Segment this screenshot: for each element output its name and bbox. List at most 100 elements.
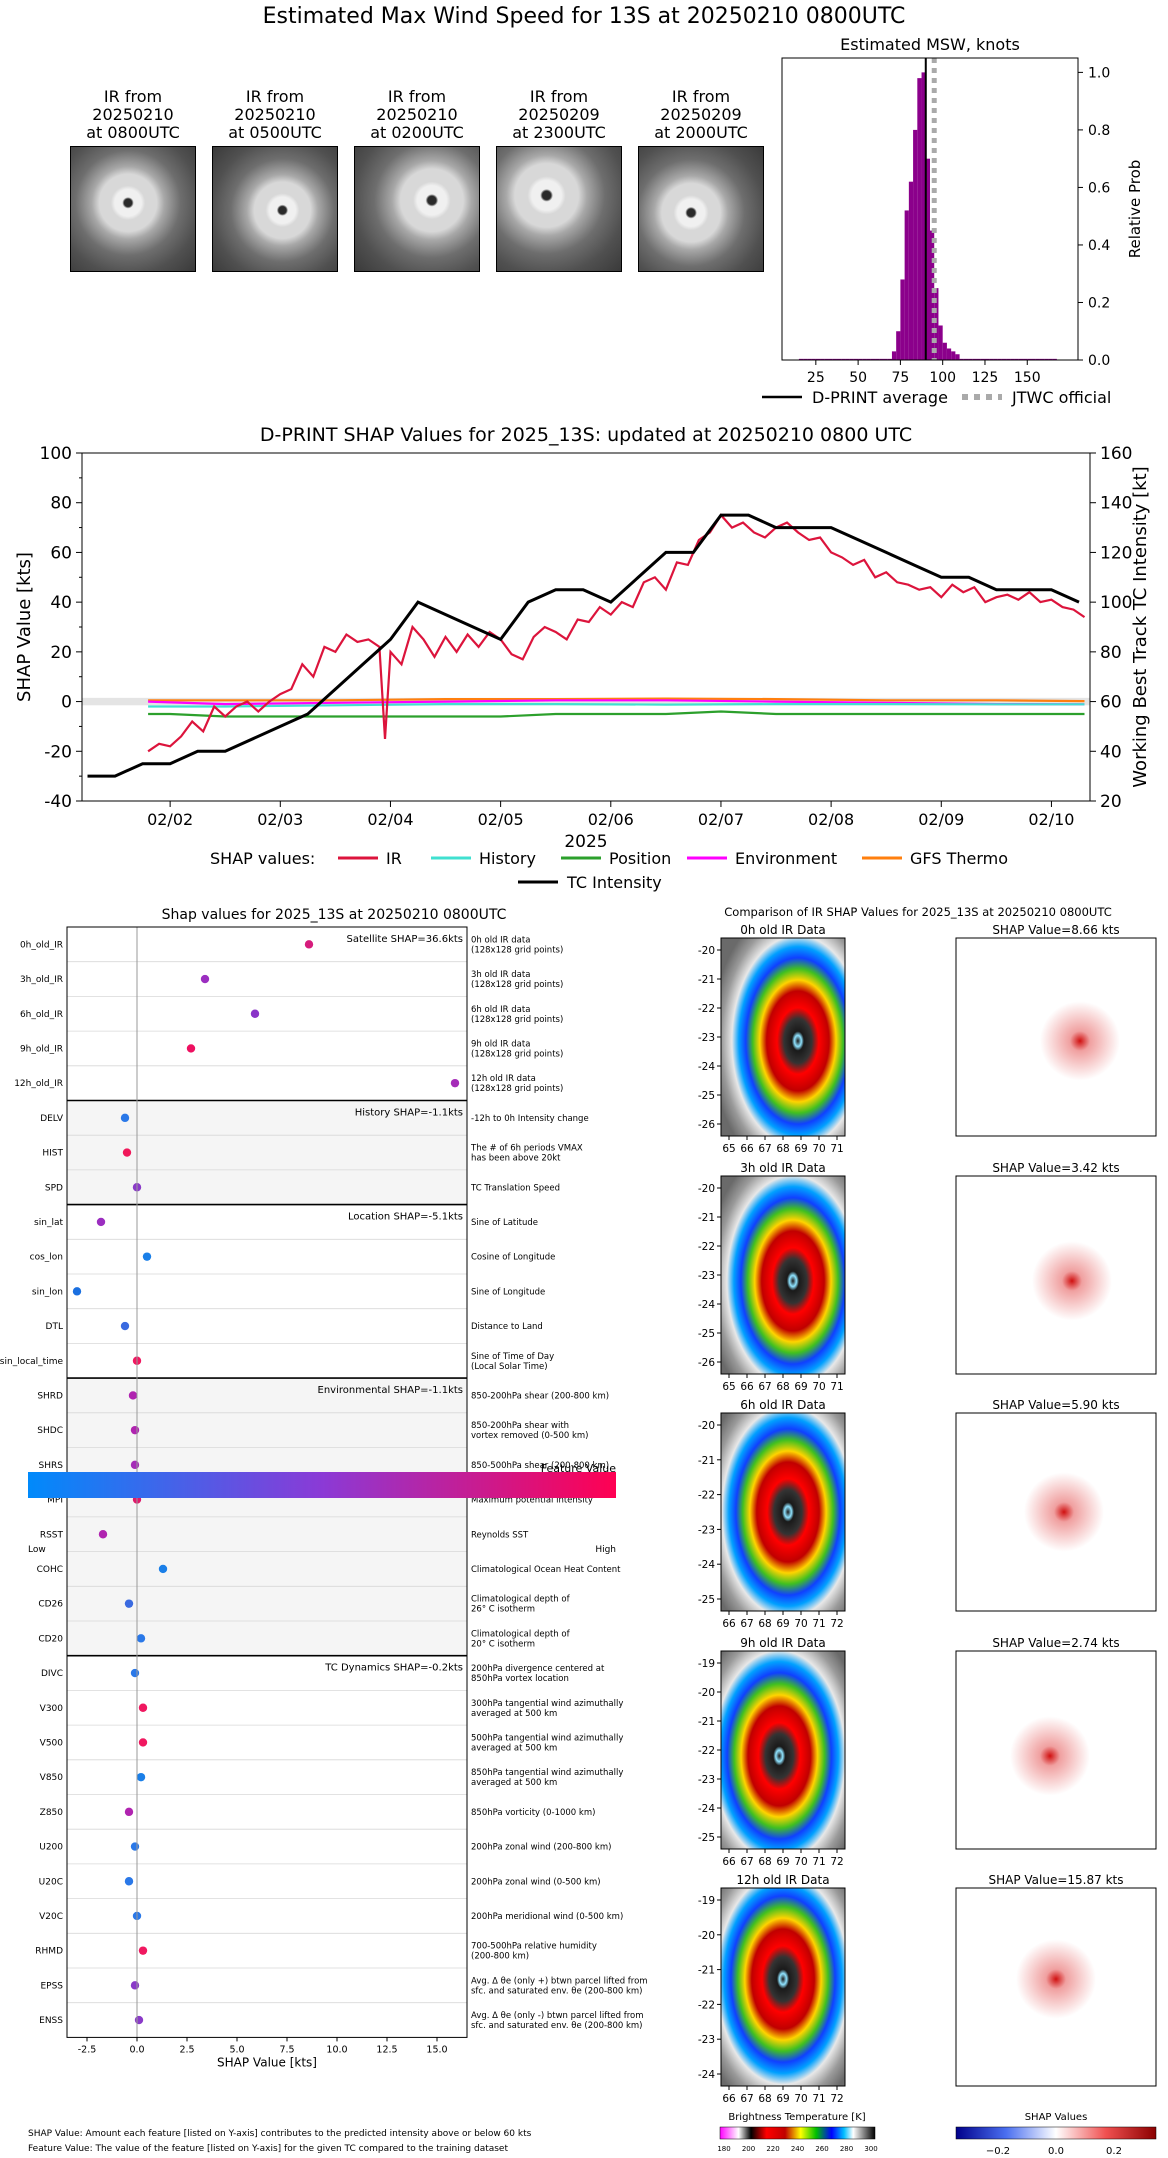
y-tick-label: 60: [50, 543, 72, 563]
bt-colorbar-tick-label: 300: [864, 2145, 877, 2153]
series-line-position: [148, 710, 1085, 718]
ir-x-tick-label: 70: [812, 1381, 825, 1393]
feature-name: V300: [40, 1704, 64, 1714]
feature-description: 200hPa divergence centered at: [471, 1664, 605, 1674]
y-tick-label: 20: [50, 643, 72, 663]
x-tick-label: 7.5: [279, 2044, 294, 2055]
shap-colorbar: [955, 2126, 1157, 2140]
histogram-bar: [1035, 358, 1040, 360]
ir-y-tick-label: -25: [698, 1594, 715, 1606]
feature-description: 850-200hPa shear (200-800 km): [471, 1391, 609, 1401]
ir-x-tick-label: 71: [830, 1381, 843, 1393]
histogram-bar: [1031, 358, 1036, 360]
histogram-bar: [1001, 358, 1007, 360]
ir-y-tick-label: -26: [698, 1357, 715, 1369]
ir-satellite-image: [212, 146, 338, 272]
histogram-bar: [900, 279, 905, 360]
group-band: [67, 1655, 467, 2038]
histogram-bar: [913, 129, 918, 360]
shap-point: [138, 1703, 148, 1712]
x-tick-label: 50: [849, 370, 867, 386]
histogram-bar: [921, 72, 926, 360]
histogram-bar: [1014, 358, 1019, 360]
feature-name: 12h_old_IR: [14, 1079, 63, 1089]
histogram-bar: [853, 358, 859, 360]
bt-colorbar-tick-label: 260: [815, 2145, 828, 2153]
feature-name: V500: [40, 1738, 64, 1748]
tc-intensity-line: [87, 513, 1080, 778]
shap-panel-title: SHAP Value=3.42 kts: [992, 1161, 1119, 1175]
histogram-bar: [963, 358, 969, 360]
beeswarm-title: Shap values for 2025_13S at 20250210 080…: [162, 907, 507, 923]
feature-description: Maximum potential intensity: [471, 1496, 593, 1506]
feature-description: Avg. Δ θe (only -) btwn parcel lifted fr…: [471, 2011, 644, 2021]
ir-x-tick-label: 71: [812, 1856, 825, 1868]
legend-title: SHAP values:: [210, 849, 315, 868]
histogram-bar: [1027, 358, 1032, 360]
ir-y-tick-label: -24: [698, 1559, 715, 1571]
feature-description: 200hPa meridional wind (0-500 km): [471, 1912, 623, 1922]
x-tick-label: 25: [807, 370, 825, 386]
shap-point: [98, 1530, 108, 1539]
ir-thumbnail-caption: IR from: [529, 87, 589, 106]
feature-name: V850: [40, 1773, 64, 1783]
histogram-bar: [879, 358, 884, 360]
feature-name: HIST: [42, 1149, 63, 1159]
ir-thumbnail-caption: at 2000UTC: [654, 123, 748, 142]
shap-point: [450, 1078, 460, 1088]
ir-thumbnail-caption: IR from: [671, 87, 731, 106]
ir-thumbnail-caption: 20250210: [234, 105, 316, 124]
shap-beeswarm-chart: Shap values for 2025_13S at 20250210 080…: [0, 907, 648, 2154]
ir-thumbnail-caption: at 0800UTC: [86, 123, 180, 142]
histogram-bar: [1039, 358, 1045, 360]
feature-description: 20° C isotherm: [471, 1639, 535, 1649]
feature-description: 850-500hPa shear (200-800 km): [471, 1461, 609, 1471]
feature-description: 9h old IR data: [471, 1039, 530, 1049]
feature-description: (128x128 grid points): [471, 1084, 563, 1094]
x-tick-label: 100: [929, 370, 956, 386]
feature-description: Distance to Land: [471, 1322, 543, 1332]
ir-image: [720, 937, 846, 1137]
x-tick-label: 2.5: [179, 2044, 194, 2055]
feature-description: 850hPa vortex location: [471, 1674, 569, 1684]
feature-name: MPI: [47, 1496, 63, 1506]
feature-name: SHDC: [37, 1426, 63, 1436]
histogram-bar: [925, 158, 930, 360]
feature-name: CD26: [38, 1600, 63, 1610]
ir-x-tick-label: 70: [794, 2093, 807, 2105]
group-shap-label: Environmental SHAP=-1.1kts: [318, 1385, 464, 1396]
shap-point: [200, 974, 210, 984]
y-tick-label: 0.4: [1088, 238, 1110, 254]
shap-colorbar-title: SHAP Values: [1025, 2112, 1088, 2123]
shap-point: [130, 1981, 140, 1990]
histogram-bar: [887, 358, 892, 360]
feature-description: 200hPa zonal wind (200-800 km): [471, 1843, 611, 1853]
feature-name: EPSS: [40, 1981, 63, 1991]
histogram-bar: [891, 351, 897, 360]
feature-description: 200hPa zonal wind (0-500 km): [471, 1877, 601, 1887]
ir-x-tick-label: 69: [776, 2093, 789, 2105]
feature-description: Cosine of Longitude: [471, 1253, 555, 1263]
histogram-bar: [917, 78, 922, 360]
shap-colorbar-tick-label: 0.0: [1048, 2146, 1064, 2157]
histogram-bar: [951, 351, 956, 360]
x-tick-label: 02/05: [478, 810, 524, 829]
page-title: Estimated Max Wind Speed for 13S at 2025…: [262, 4, 906, 29]
feature-name: RSST: [40, 1530, 64, 1540]
ir-y-tick-label: -19: [698, 1658, 715, 1670]
ir-y-tick-label: -24: [698, 1061, 715, 1073]
shap-point: [130, 1460, 140, 1470]
ir-thumbnail-caption: 20250210: [376, 105, 458, 124]
feature-name: 9h_old_IR: [20, 1044, 63, 1054]
ir-y-tick-label: -20: [698, 1183, 715, 1195]
ir-y-tick-label: -20: [698, 945, 715, 957]
ir-x-tick-label: 66: [722, 1618, 736, 1630]
histogram-bar: [1010, 358, 1015, 360]
ir-panel-title: 9h old IR Data: [740, 1636, 826, 1650]
colorbar-low-label: Low: [28, 1545, 46, 1555]
shap-point: [158, 1564, 168, 1574]
histogram-axes-frame: [781, 57, 1079, 361]
ir-thumbnail: IR from 20250209 at 2000UTC: [638, 88, 764, 273]
ir-y-tick-label: -23: [698, 1774, 715, 1786]
colorbar-title: Feature Value: [541, 1462, 617, 1475]
